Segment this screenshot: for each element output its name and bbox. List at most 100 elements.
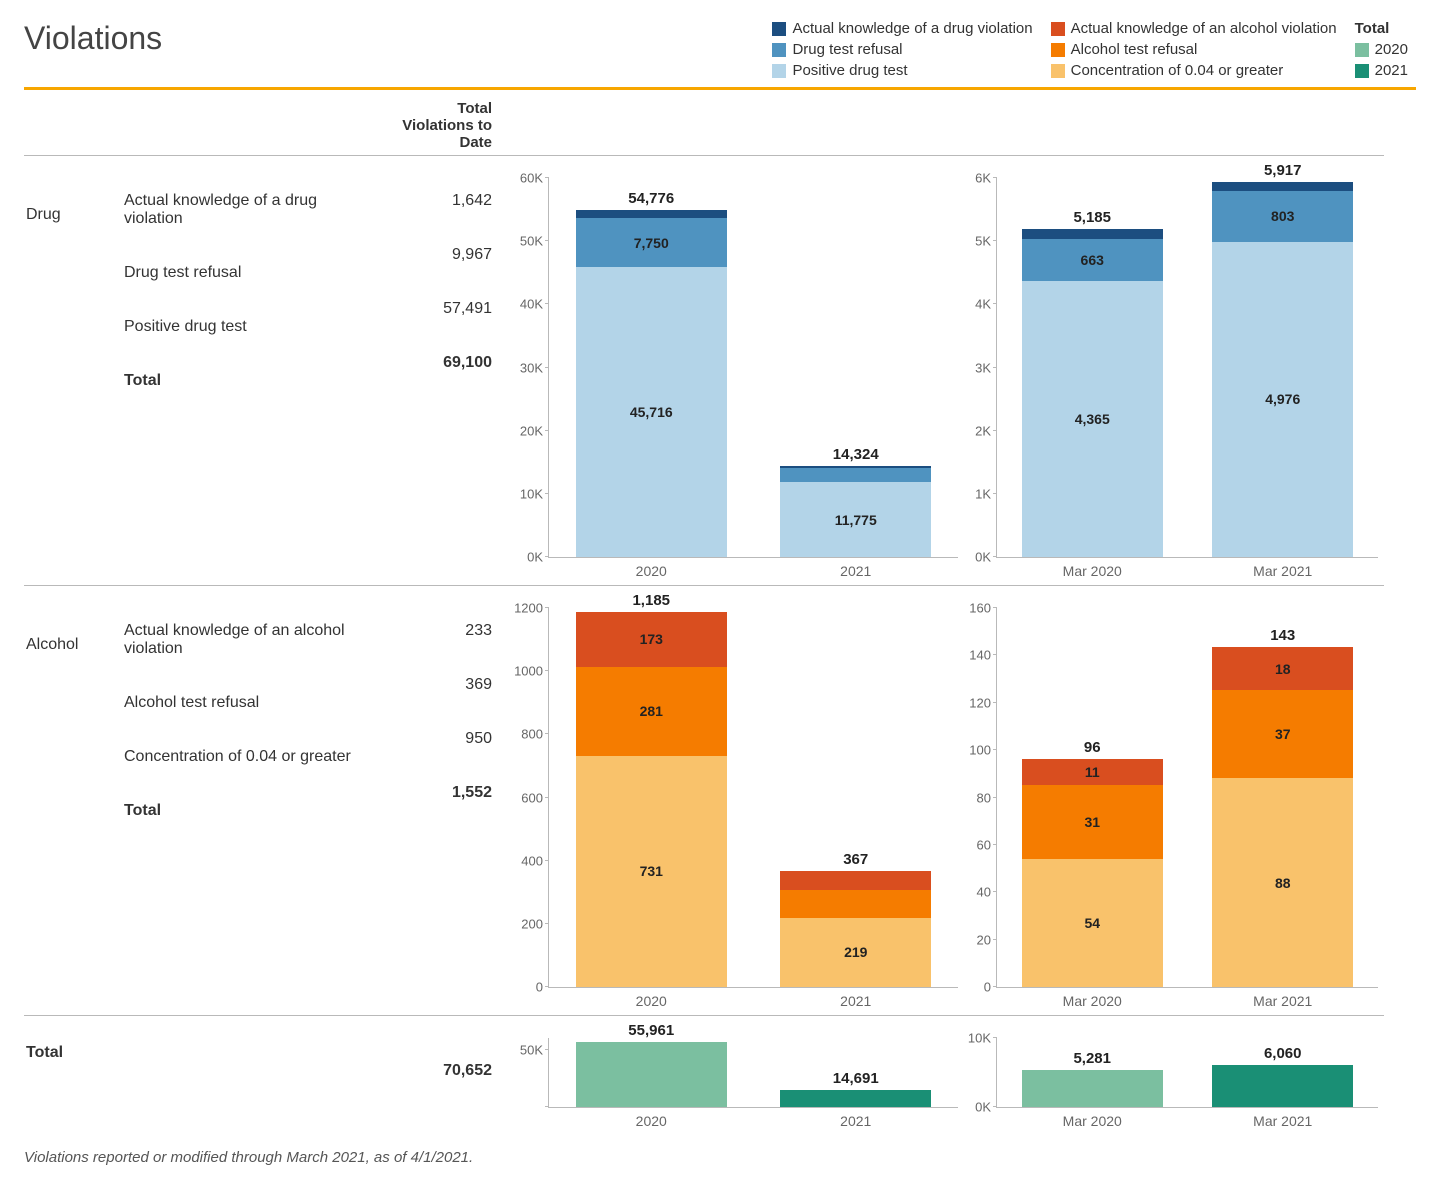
legend-total-head: Total xyxy=(1355,20,1408,37)
row-value: 369 xyxy=(384,658,504,712)
y-tick-mark xyxy=(545,430,549,431)
y-tick-label: 30K xyxy=(520,360,549,375)
legend-item: 2020 xyxy=(1355,41,1408,58)
y-tick-label: 20 xyxy=(977,932,997,947)
y-tick-label: 400 xyxy=(521,853,549,868)
y-tick-label: 20K xyxy=(520,423,549,438)
legend-label: 2021 xyxy=(1375,62,1408,79)
legend-item: Alcohol test refusal xyxy=(1051,41,1337,58)
x-tick-label: 2020 xyxy=(549,1107,754,1129)
bar-segment: 11 xyxy=(1022,759,1163,785)
bar-segment xyxy=(1212,1065,1353,1107)
chart-yearly: 02004006008001000120020207312811731,1852… xyxy=(504,585,964,1015)
segment-label: 11 xyxy=(1085,764,1100,780)
legend-label: Concentration of 0.04 or greater xyxy=(1071,62,1284,79)
segment-label: 54 xyxy=(1084,915,1100,931)
segment-label: 281 xyxy=(640,703,663,719)
bar: 4,9768035,917 xyxy=(1212,182,1353,557)
legend-item: Actual knowledge of an alcohol violation xyxy=(1051,20,1337,37)
bar-segment: 803 xyxy=(1212,191,1353,242)
y-tick-mark xyxy=(993,891,997,892)
segment-label: 173 xyxy=(640,631,663,647)
chart-monthly: 0K10KMar 20205,281Mar 20216,060 xyxy=(964,1015,1384,1135)
bar-segment xyxy=(780,1090,931,1107)
y-tick-mark xyxy=(993,1037,997,1038)
y-tick-mark xyxy=(993,702,997,703)
legend-swatch xyxy=(772,64,786,78)
bar-total-label: 14,691 xyxy=(780,1070,931,1090)
bar-segment xyxy=(1022,229,1163,239)
bar-segment xyxy=(576,210,727,218)
legend-swatch xyxy=(1355,43,1369,57)
bar: 14,691 xyxy=(780,1090,931,1107)
y-tick-label: 0 xyxy=(984,980,997,995)
legend-item: 2021 xyxy=(1355,62,1408,79)
row-labels: Actual knowledge of an alcohol violation… xyxy=(124,585,384,1015)
bar-segment: 88 xyxy=(1212,778,1353,987)
x-tick-label: 2021 xyxy=(754,557,959,579)
chart-plot: 020406080100120140160Mar 202054311196Mar… xyxy=(996,608,1378,988)
y-tick-mark xyxy=(545,733,549,734)
y-tick-label: 100 xyxy=(969,743,997,758)
row-total-value: 69,100 xyxy=(384,336,504,390)
bar-segment xyxy=(780,468,931,482)
y-tick-label: 0K xyxy=(975,1100,997,1115)
section-head: Alcohol xyxy=(24,585,124,1015)
accent-divider xyxy=(24,87,1416,90)
y-tick-mark xyxy=(545,493,549,494)
chart-plot: 0K10K20K30K40K50K60K202045,7167,75054,77… xyxy=(548,178,958,558)
segment-label: 18 xyxy=(1275,661,1291,677)
y-tick-mark xyxy=(545,670,549,671)
segment-label: 219 xyxy=(844,944,867,960)
bar-total-label: 14,324 xyxy=(780,446,931,466)
chart-plot: 0K1K2K3K4K5K6KMar 20204,3656635,185Mar 2… xyxy=(996,178,1378,558)
segment-label: 37 xyxy=(1275,726,1291,742)
segment-label: 731 xyxy=(640,863,663,879)
y-tick-label: 60K xyxy=(520,171,549,186)
y-tick-label: 140 xyxy=(969,648,997,663)
y-tick-label: 4K xyxy=(975,297,997,312)
chart-yearly: 0K10K20K30K40K50K60K202045,7167,75054,77… xyxy=(504,155,964,585)
y-tick-mark xyxy=(993,844,997,845)
segment-label: 4,365 xyxy=(1075,411,1110,427)
y-tick-mark xyxy=(993,303,997,304)
y-tick-mark xyxy=(545,1049,549,1050)
y-tick-mark xyxy=(545,607,549,608)
y-tick-label: 200 xyxy=(521,916,549,931)
bar: 54311196 xyxy=(1022,759,1163,987)
y-tick-mark xyxy=(545,923,549,924)
footnote: Violations reported or modified through … xyxy=(24,1135,1416,1166)
row-values: 70,652 xyxy=(384,1015,504,1135)
bar-segment: 7,750 xyxy=(576,218,727,267)
legend-label: Actual knowledge of a drug violation xyxy=(792,20,1032,37)
row-label: Alcohol test refusal xyxy=(124,676,384,730)
segment-label: 11,775 xyxy=(835,512,877,528)
legend-swatch xyxy=(772,22,786,36)
x-tick-label: 2021 xyxy=(754,1107,959,1129)
y-tick-mark xyxy=(545,303,549,304)
legend-swatch xyxy=(1355,64,1369,78)
legend-label: Positive drug test xyxy=(792,62,907,79)
bar-segment: 4,976 xyxy=(1212,242,1353,557)
row-label: Actual knowledge of an alcohol violation xyxy=(124,604,384,676)
row-label: Concentration of 0.04 or greater xyxy=(124,730,384,784)
bar: 4,3656635,185 xyxy=(1022,229,1163,557)
y-tick-label: 1000 xyxy=(514,664,549,679)
bar-total-label: 5,185 xyxy=(1022,209,1163,229)
bar: 55,961 xyxy=(576,1042,727,1107)
legend-label: 2020 xyxy=(1375,41,1408,58)
row-label: Actual knowledge of a drug violation xyxy=(124,174,384,246)
y-tick-label: 80 xyxy=(977,790,997,805)
legend-swatch xyxy=(1051,22,1065,36)
segment-label: 45,716 xyxy=(630,404,673,420)
y-tick-label: 40K xyxy=(520,297,549,312)
legend-swatch xyxy=(1051,43,1065,57)
bar: 11,77514,324 xyxy=(780,466,931,557)
y-tick-label: 5K xyxy=(975,234,997,249)
y-tick-label: 600 xyxy=(521,790,549,805)
bar-total-label: 55,961 xyxy=(576,1022,727,1042)
bar-total-label: 6,060 xyxy=(1212,1045,1353,1065)
bar: 7312811731,185 xyxy=(576,612,727,987)
legend: Actual knowledge of a drug violation Actu… xyxy=(772,20,1416,79)
x-tick-label: 2020 xyxy=(549,557,754,579)
